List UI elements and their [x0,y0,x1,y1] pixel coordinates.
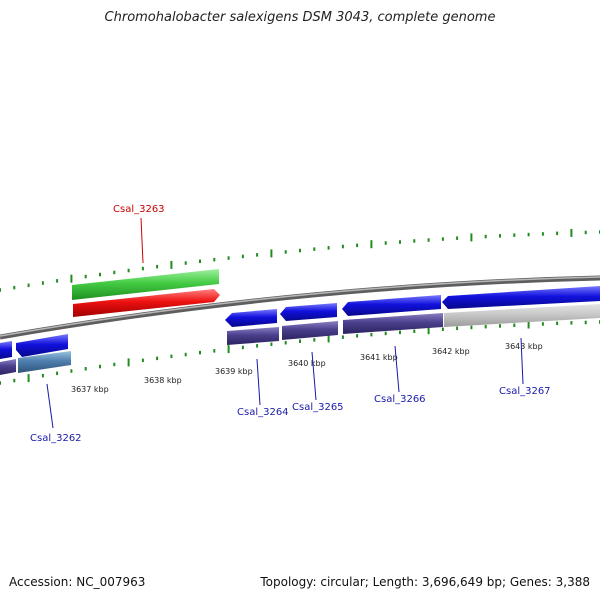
translation-bar[interactable] [282,321,338,340]
gene-csal-3265[interactable] [280,303,338,340]
genome-summary-text: Topology: circular; Length: 3,696,649 bp… [260,575,590,589]
gene-arrow[interactable] [73,289,220,317]
gene-label-csal-3263[interactable]: Csal_3263 [113,204,165,215]
gene-arrow[interactable] [16,334,68,357]
translation-bar[interactable] [0,359,16,375]
gene-arrow[interactable] [442,286,600,309]
gene-arrow[interactable] [72,269,219,300]
gene-arrow[interactable] [0,341,12,359]
gene-csal-3267[interactable] [442,286,600,327]
gene-label-csal-3266[interactable]: Csal_3266 [374,394,426,405]
leader-line-csal-3266 [394,345,400,393]
scale-tick-label: 3637 kbp [71,385,109,394]
gene-csal-3262[interactable] [0,334,71,375]
leader-line-csal-3264 [256,358,261,406]
gene-csal-3264[interactable] [225,309,279,345]
accession-text: Accession: NC_007963 [9,575,146,589]
gene-leader-lines [46,217,524,429]
genome-title: Chromohalobacter salexigens DSM 3043, co… [104,10,496,25]
gene-label-csal-3265[interactable]: Csal_3265 [292,402,344,413]
scale-tick-label: 3642 kbp [432,347,470,356]
gene-label-csal-3262[interactable]: Csal_3262 [30,433,82,444]
translation-bar[interactable] [343,313,443,334]
scale-tick-label: 3639 kbp [215,367,253,376]
gene-csal-3266[interactable] [342,295,443,334]
scale-tick-label: 3641 kbp [360,353,398,362]
gene-csal-3263[interactable] [72,269,220,317]
leader-line-csal-3263 [140,217,144,264]
leader-line-csal-3267 [520,337,524,385]
scale-tick-label: 3643 kbp [505,342,543,351]
outer-tick-ring [0,228,600,292]
leader-line-csal-3265 [311,351,317,401]
translation-bar[interactable] [18,351,71,373]
gene-label-csal-3264[interactable]: Csal_3264 [237,407,289,418]
gene-arrow[interactable] [342,295,441,316]
gene-labels: Csal_3263 Csal_3262 Csal_3264 Csal_3265 … [30,204,551,444]
scale-tick-label: 3640 kbp [288,359,326,368]
scale-tick-label: 3638 kbp [144,376,182,385]
gene-label-csal-3267[interactable]: Csal_3267 [499,386,551,397]
genome-backbone-highlight [0,276,600,337]
gene-arrow[interactable] [225,309,277,327]
leader-line-csal-3262 [46,383,54,429]
translation-bar[interactable] [444,304,600,327]
genome-backbone [0,275,600,340]
translation-bar[interactable] [227,327,279,345]
scale-labels: 3637 kbp 3638 kbp 3639 kbp 3640 kbp 3641… [71,342,543,394]
gene-arrow[interactable] [280,303,337,321]
